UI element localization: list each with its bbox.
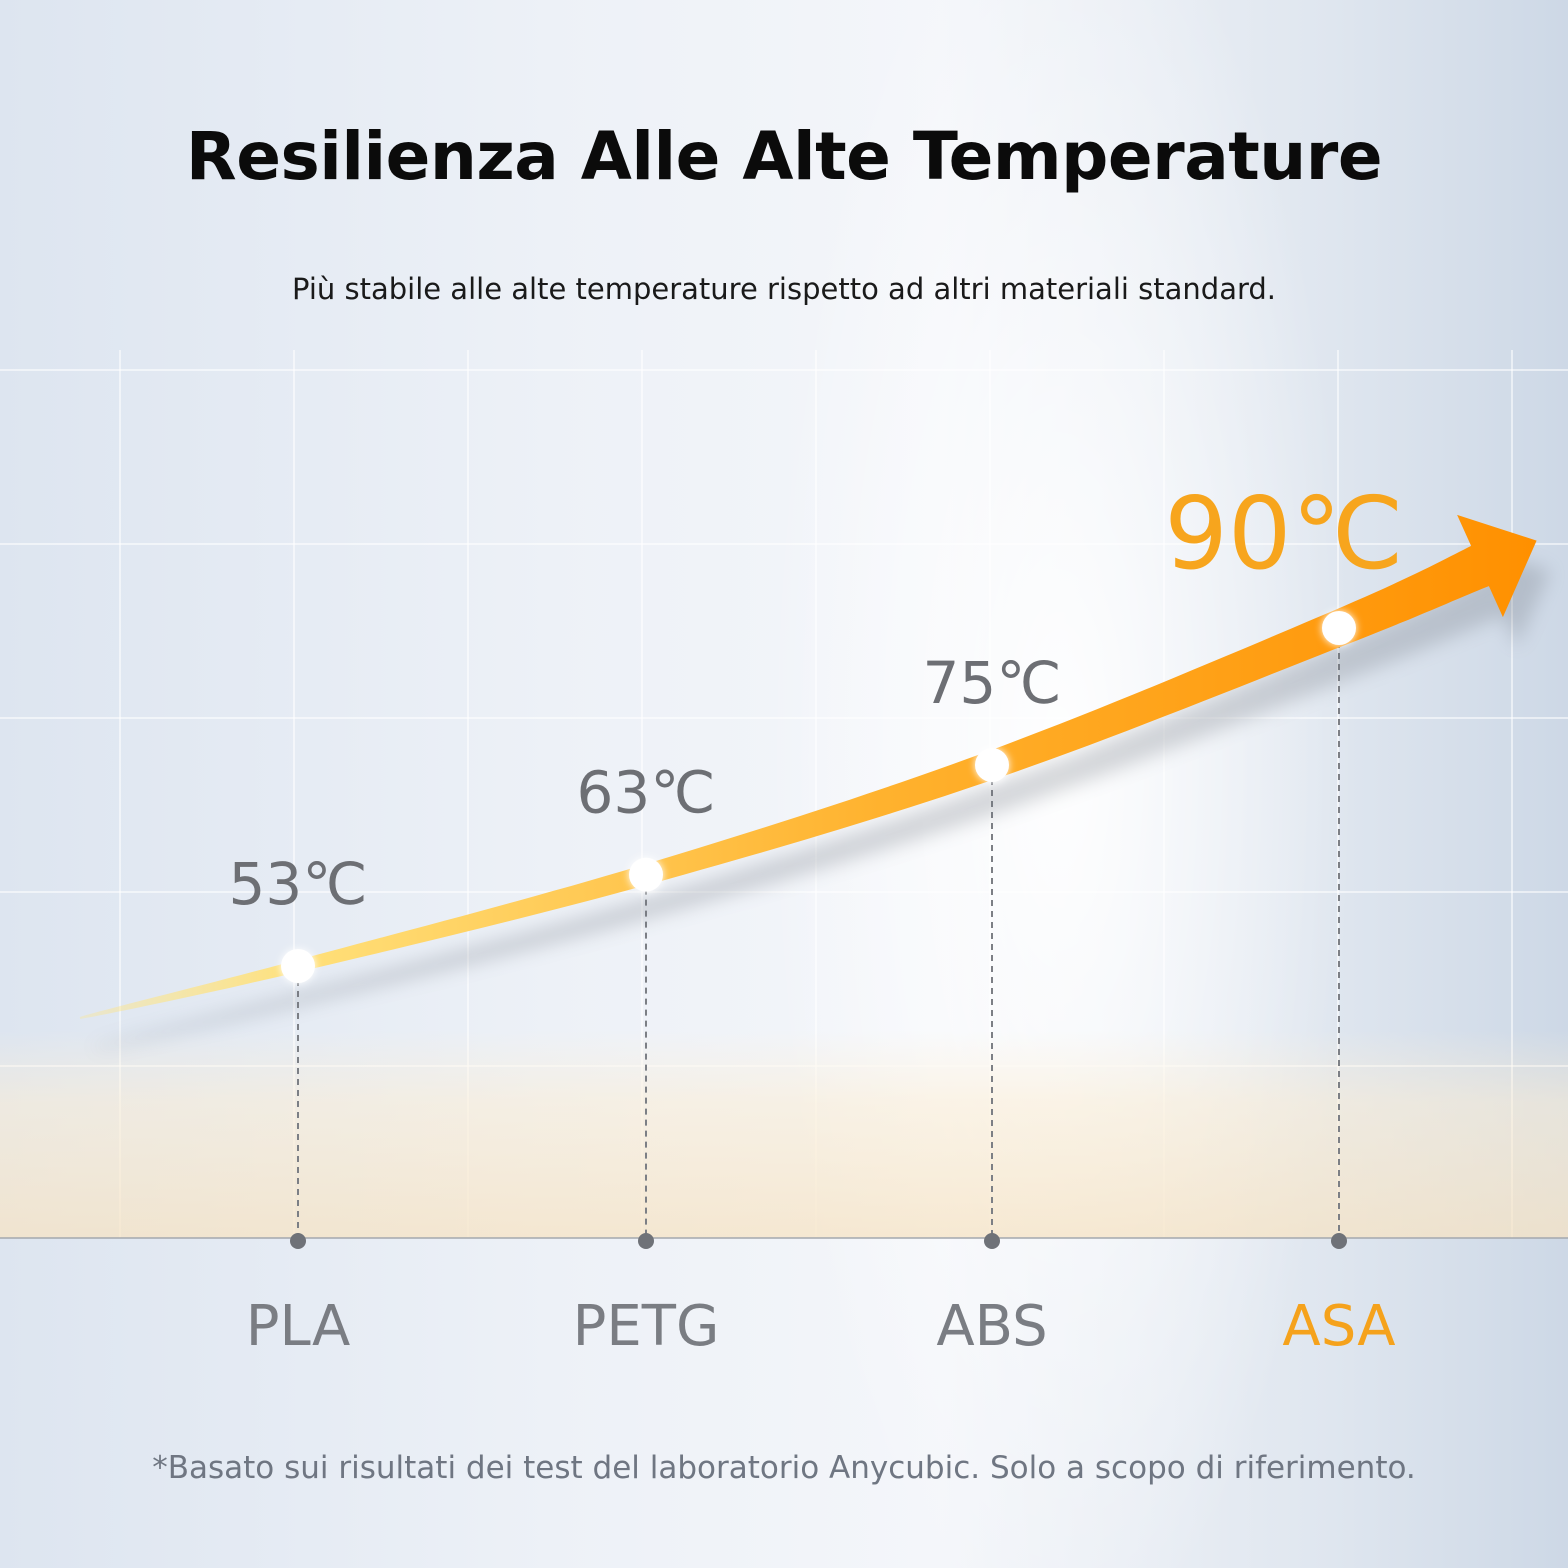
value-label-petg: 63℃ bbox=[577, 759, 716, 827]
page-title: Resilienza Alle Alte Temperature bbox=[185, 118, 1383, 195]
category-label-asa: ASA bbox=[1282, 1294, 1395, 1359]
axis-tick-dot bbox=[638, 1233, 654, 1249]
value-label-abs: 75℃ bbox=[923, 649, 1062, 717]
data-point bbox=[629, 857, 663, 892]
page-subtitle: Più stabile alle alte temperature rispet… bbox=[291, 272, 1277, 306]
data-point bbox=[281, 949, 315, 983]
category-labels: PLA PETG ABS ASA bbox=[246, 1294, 1396, 1359]
value-label-pla: 53℃ bbox=[229, 850, 368, 918]
data-point bbox=[975, 748, 1009, 783]
category-label-pla: PLA bbox=[246, 1294, 351, 1359]
axis-tick-dot bbox=[1331, 1233, 1347, 1249]
drop-lines bbox=[290, 642, 1347, 1249]
value-label-asa: 90℃ bbox=[1164, 475, 1404, 592]
chart-floor bbox=[0, 1030, 1568, 1238]
category-label-abs: ABS bbox=[936, 1294, 1047, 1359]
value-labels: 53℃ 63℃ 75℃ 90℃ bbox=[229, 475, 1404, 918]
data-point bbox=[1322, 611, 1356, 645]
axis-tick-dot bbox=[290, 1233, 306, 1249]
axis-tick-dot bbox=[984, 1233, 1000, 1249]
category-label-petg: PETG bbox=[573, 1294, 720, 1359]
data-points bbox=[281, 611, 1356, 983]
footnote: *Basato sui risultati dei test del labor… bbox=[152, 1450, 1416, 1486]
